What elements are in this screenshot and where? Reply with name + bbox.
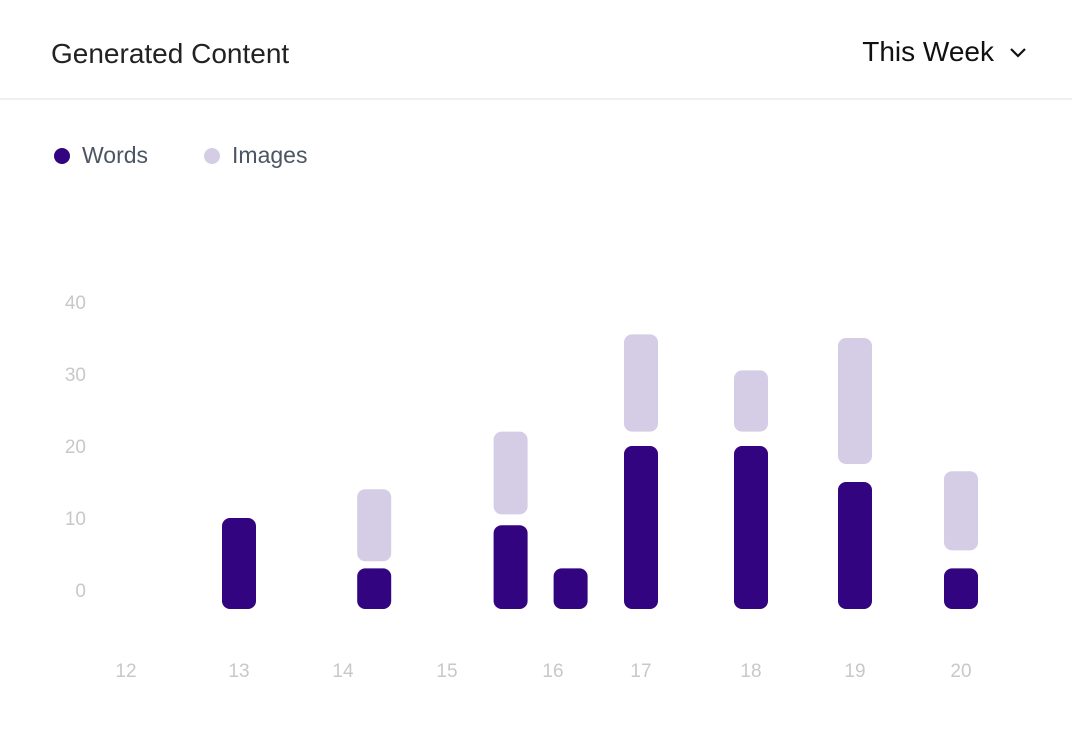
bar-words <box>734 446 768 609</box>
y-tick-label: 20 <box>65 437 86 458</box>
bar-words <box>357 568 392 609</box>
y-tick-label: 0 <box>75 581 86 602</box>
x-tick-label: 12 <box>115 661 136 682</box>
bar-words <box>838 482 872 609</box>
bar-words <box>493 525 528 609</box>
x-tick-label: 19 <box>844 661 865 682</box>
bar-images <box>838 338 872 464</box>
y-tick-label: 40 <box>65 293 86 314</box>
bar-words <box>944 568 978 609</box>
x-tick-label: 14 <box>332 661 354 682</box>
bar-words <box>624 446 658 609</box>
legend-label: Words <box>82 142 149 168</box>
bar-images <box>493 431 528 515</box>
legend-item-images[interactable]: Images <box>204 142 307 169</box>
bar-images <box>624 334 658 432</box>
y-tick-label: 10 <box>65 509 86 530</box>
x-tick-label: 15 <box>436 661 457 682</box>
chart-legend: Words Images <box>54 142 307 169</box>
x-tick-label: 16 <box>542 661 563 682</box>
chevron-down-icon <box>1010 48 1026 58</box>
x-tick-label: 18 <box>740 661 761 682</box>
period-label: This Week <box>862 36 994 67</box>
bar-images <box>944 471 978 551</box>
x-tick-label: 20 <box>950 661 971 682</box>
bar-words <box>222 518 256 609</box>
x-tick-label: 17 <box>630 661 651 682</box>
bar-words <box>553 568 588 609</box>
card-title: Generated Content <box>51 38 290 69</box>
bar-images <box>734 370 768 432</box>
card-header: Generated Content This Week <box>0 0 1072 100</box>
legend-dot-images <box>204 147 221 164</box>
period-dropdown[interactable]: This Week <box>862 36 1028 68</box>
x-tick-label: 13 <box>228 661 249 682</box>
y-tick-label: 30 <box>65 365 86 386</box>
legend-dot-words <box>54 147 70 164</box>
legend-item-words[interactable]: Words <box>54 142 148 169</box>
legend-label: Images <box>232 142 308 168</box>
bar-images <box>357 489 392 562</box>
